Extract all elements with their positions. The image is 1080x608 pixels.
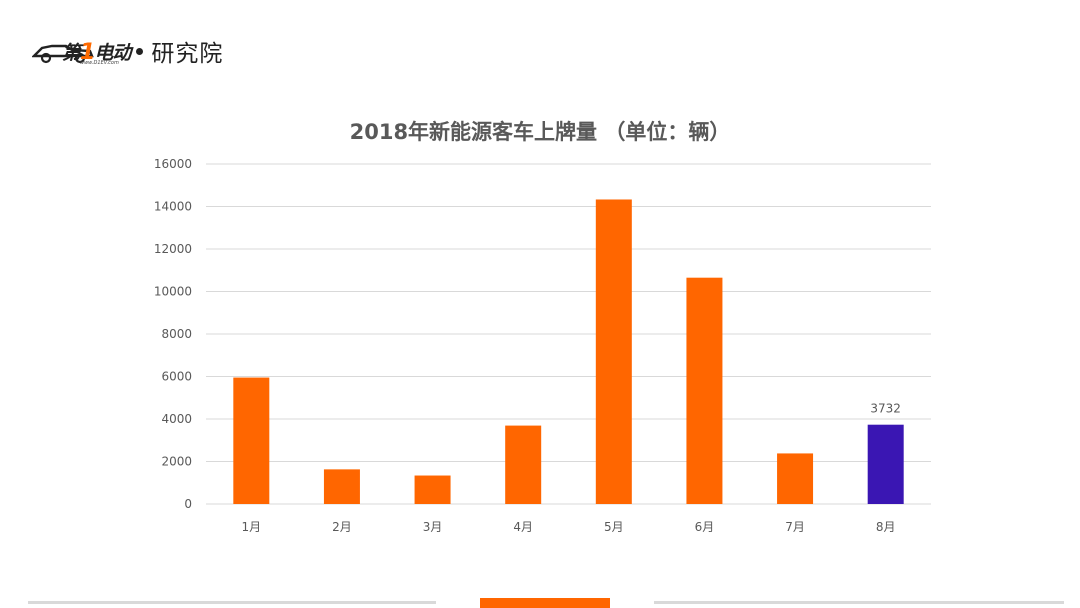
x-tick-label: 1月 [241,520,261,534]
data-label: 3732 [870,402,901,416]
y-tick-label: 8000 [161,327,192,341]
car-logo-icon [32,44,94,64]
x-tick-label: 3月 [423,520,443,534]
y-tick-label: 4000 [161,412,192,426]
y-tick-label: 6000 [161,370,192,384]
bar [777,453,814,504]
separator-dot [136,47,144,55]
bar [505,425,542,504]
chart-title: 2018年新能源客车上牌量 （单位：辆） [349,120,731,144]
y-tick-label: 16000 [154,157,192,171]
bar [686,277,723,504]
x-tick-label: 8月 [876,520,896,534]
x-tick-label: 5月 [604,520,624,534]
y-tick-label: 10000 [154,285,192,299]
y-tick-label: 14000 [154,200,192,214]
brand-logo: 第1电动 www.D1EV.com 研究院 [32,34,223,68]
brand-name: 第1电动 [62,39,131,65]
y-tick-label: 2000 [161,455,192,469]
y-tick-label: 12000 [154,242,192,256]
footer-accent-bar [480,598,610,608]
bar [233,377,270,504]
footer-line-left [28,601,436,604]
y-tick-label: 0 [184,497,192,511]
bar [595,199,632,505]
x-tick-label: 2月 [332,520,352,534]
bar [414,475,451,504]
bar [867,424,904,504]
bar [323,469,360,504]
institute-name: 研究院 [151,41,224,67]
x-tick-label: 7月 [785,520,805,534]
x-tick-label: 6月 [695,520,715,534]
footer-line-right [654,601,1064,604]
brand-url: www.D1EV.com [80,60,119,66]
x-tick-label: 4月 [513,520,533,534]
